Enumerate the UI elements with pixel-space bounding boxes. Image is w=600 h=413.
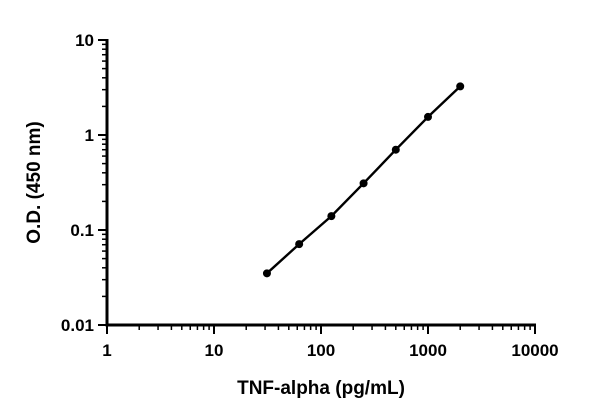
- y-axis-ticks: 0.01 0.1 1 10: [61, 31, 107, 335]
- x-tick-label: 10000: [511, 341, 558, 360]
- x-tick-label: 100: [307, 341, 335, 360]
- data-point: [327, 212, 336, 221]
- data-point: [424, 112, 432, 121]
- data-point: [262, 269, 271, 278]
- series-layer: [262, 82, 465, 278]
- axes: 1 10 100 1000 10000 0.01 0.1 1 10: [61, 31, 559, 360]
- x-axis-title: TNF-alpha (pg/mL): [237, 378, 405, 399]
- x-tick-label: 10: [205, 341, 224, 360]
- data-point: [456, 82, 465, 91]
- x-tick-label: 1000: [409, 341, 447, 360]
- x-tick-label: 1: [102, 341, 111, 360]
- data-point: [359, 179, 368, 188]
- data-point: [295, 240, 304, 249]
- y-tick-label: 10: [75, 31, 94, 50]
- y-tick-label: 0.1: [70, 221, 94, 240]
- x-axis-ticks: 1 10 100 1000 10000: [102, 325, 559, 360]
- data-point: [391, 145, 400, 154]
- y-tick-label: 1: [85, 126, 94, 145]
- y-tick-label: 0.01: [61, 316, 94, 335]
- y-axis-title: O.D. (450 nm): [24, 121, 45, 243]
